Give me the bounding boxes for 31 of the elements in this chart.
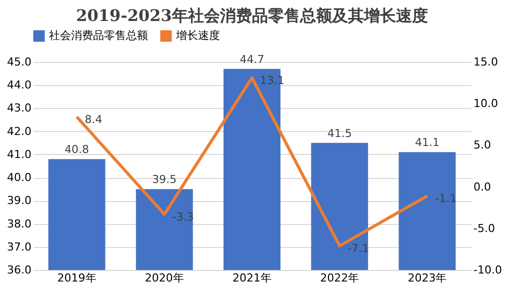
data-label: 40.8 [64, 143, 90, 156]
data-label: 41.5 [327, 126, 352, 140]
y-tick-label: 37.0 [7, 240, 32, 254]
y-tick-label: 45.0 [7, 56, 32, 68]
y2-tick-label: 0.0 [474, 180, 491, 194]
data-label: 41.1 [414, 136, 440, 150]
x-tick-label: 2022年 [320, 272, 360, 284]
y2-tick-label: 10.0 [474, 97, 498, 110]
y-tick-label: 42.0 [7, 124, 32, 138]
y-tick-label: 39.0 [7, 194, 32, 208]
x-tick-label: 2021年 [232, 272, 272, 284]
y-tick-label: 43.0 [7, 102, 32, 115]
x-tick-label: 2020年 [144, 272, 184, 284]
x-tick-label: 2019年 [57, 272, 96, 284]
y-tick-label: 41.0 [7, 148, 32, 161]
data-label: -3.3 [172, 210, 194, 224]
y-tick-label: 44.0 [7, 78, 32, 92]
chart-title: 2019-2023年社会消费品零售总额及其增长速度 [76, 6, 428, 25]
data-label: 44.7 [240, 52, 264, 66]
data-label: 39.5 [152, 173, 177, 186]
legend-label: 增长速度 [175, 29, 220, 42]
y2-tick-label: -10.0 [474, 264, 502, 276]
data-label: 8.4 [84, 112, 102, 126]
y2-tick-label: 5.0 [474, 138, 491, 152]
y2-tick-label: -5.0 [474, 222, 495, 235]
y2-tick-label: 15.0 [474, 56, 498, 68]
y-tick-label: 40.0 [7, 171, 32, 184]
legend-label: 社会消费品零售总额 [49, 29, 148, 42]
y-tick-label: 36.0 [7, 264, 32, 276]
x-tick-label: 2023年 [408, 272, 447, 284]
y-tick-label: 38.0 [7, 217, 32, 230]
